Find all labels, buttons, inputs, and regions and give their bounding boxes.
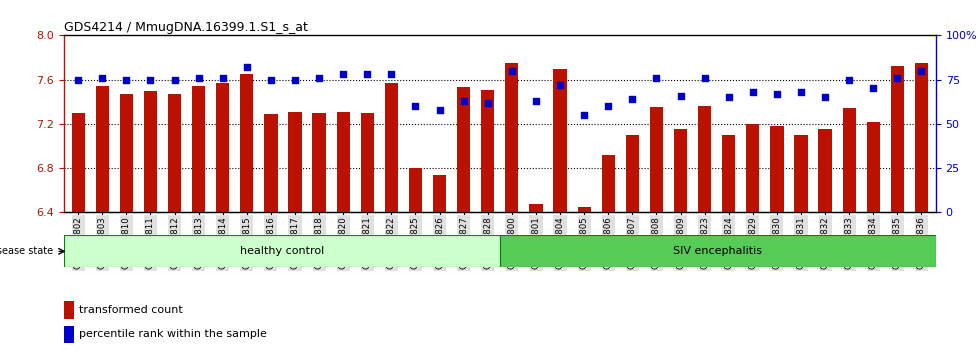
Bar <box>361 113 374 212</box>
Text: SIV encephalitis: SIV encephalitis <box>673 246 762 256</box>
Point <box>263 77 278 82</box>
Bar <box>240 74 254 212</box>
Bar <box>313 113 325 212</box>
Point <box>215 75 230 81</box>
Bar <box>192 86 205 212</box>
Bar <box>506 63 518 212</box>
Bar <box>625 135 639 212</box>
Point <box>335 72 351 77</box>
Bar <box>120 94 133 212</box>
Point <box>360 72 375 77</box>
Point <box>817 95 833 100</box>
Point <box>672 93 688 98</box>
Bar <box>385 83 398 212</box>
Bar <box>288 112 302 212</box>
Bar <box>72 113 85 212</box>
Bar <box>144 91 157 212</box>
Bar <box>866 122 880 212</box>
Bar <box>577 207 591 212</box>
Text: healthy control: healthy control <box>240 246 323 256</box>
Point <box>697 75 712 81</box>
Point <box>552 82 567 88</box>
Bar <box>481 90 494 212</box>
Text: percentile rank within the sample: percentile rank within the sample <box>79 329 268 339</box>
Point <box>239 64 255 70</box>
Point <box>480 100 496 105</box>
Bar <box>698 106 711 212</box>
Bar <box>843 108 856 212</box>
Point <box>793 89 808 95</box>
Point <box>191 75 207 81</box>
Bar <box>650 107 663 212</box>
Point <box>143 77 159 82</box>
Point <box>841 77 857 82</box>
Bar <box>265 114 277 212</box>
Point <box>769 91 785 97</box>
Bar <box>433 175 446 212</box>
Point <box>649 75 664 81</box>
Point <box>408 103 423 109</box>
Bar <box>891 66 904 212</box>
Point <box>71 77 86 82</box>
Bar <box>914 63 928 212</box>
Point <box>624 96 640 102</box>
Bar <box>217 83 229 212</box>
Point <box>890 75 906 81</box>
Point <box>94 75 110 81</box>
Bar <box>409 168 422 212</box>
Bar <box>602 155 614 212</box>
Point <box>745 89 760 95</box>
Bar <box>818 130 832 212</box>
Point <box>167 77 182 82</box>
Bar <box>64 235 500 267</box>
Text: disease state: disease state <box>0 246 54 256</box>
Bar <box>96 86 109 212</box>
Point <box>601 103 616 109</box>
Point <box>721 95 737 100</box>
Text: GDS4214 / MmugDNA.16399.1.S1_s_at: GDS4214 / MmugDNA.16399.1.S1_s_at <box>64 21 308 34</box>
Bar <box>168 94 181 212</box>
Point <box>312 75 327 81</box>
Bar <box>500 235 936 267</box>
Point <box>287 77 303 82</box>
Point <box>383 72 399 77</box>
Bar <box>64 301 74 319</box>
Point <box>119 77 134 82</box>
Bar <box>457 87 470 212</box>
Point <box>576 112 592 118</box>
Point <box>913 68 929 74</box>
Bar <box>722 135 735 212</box>
Bar <box>674 130 687 212</box>
Bar <box>795 135 808 212</box>
Bar <box>554 69 566 212</box>
Bar <box>746 124 760 212</box>
Point <box>865 86 881 91</box>
Bar <box>770 126 783 212</box>
Point <box>528 98 544 104</box>
Bar <box>64 326 74 343</box>
Point <box>432 107 448 113</box>
Bar <box>529 204 543 212</box>
Point <box>504 68 519 74</box>
Text: transformed count: transformed count <box>79 305 183 315</box>
Bar <box>336 112 350 212</box>
Point <box>456 98 471 104</box>
